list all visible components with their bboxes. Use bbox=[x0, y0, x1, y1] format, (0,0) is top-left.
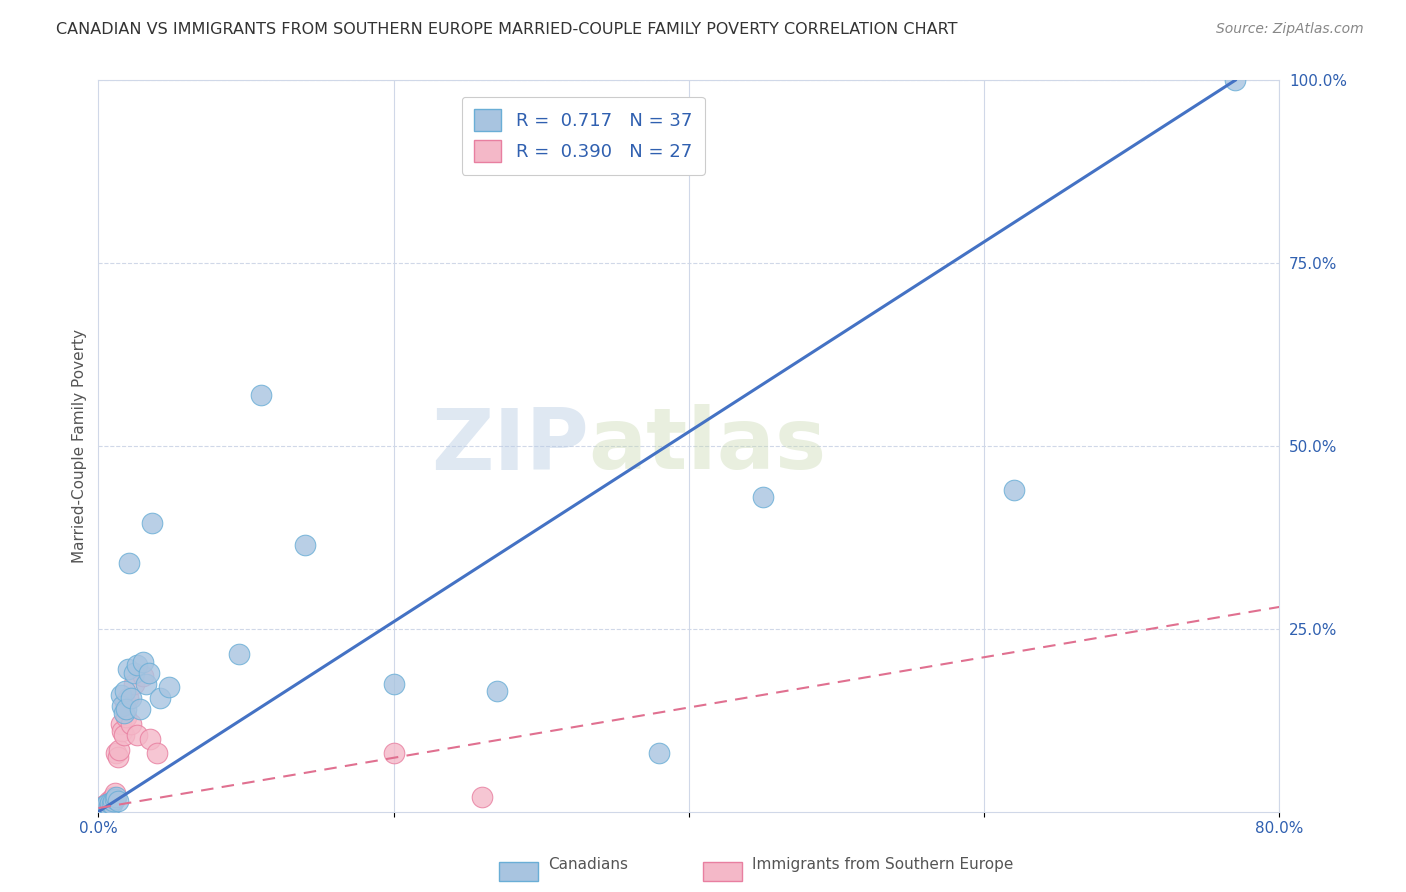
Point bbox=[105, 790, 128, 805]
Point bbox=[93, 800, 115, 814]
Point bbox=[100, 797, 122, 812]
Point bbox=[96, 798, 118, 813]
Legend: R =  0.717   N = 37, R =  0.390   N = 27: R = 0.717 N = 37, R = 0.390 N = 27 bbox=[461, 96, 704, 175]
Point bbox=[132, 669, 155, 683]
Point bbox=[382, 746, 405, 760]
Text: Source: ZipAtlas.com: Source: ZipAtlas.com bbox=[1216, 22, 1364, 37]
Point bbox=[486, 684, 509, 698]
Point bbox=[114, 684, 136, 698]
Text: ZIP: ZIP bbox=[430, 404, 589, 488]
Point bbox=[132, 655, 155, 669]
Point bbox=[112, 706, 135, 720]
Point bbox=[112, 728, 135, 742]
Point bbox=[111, 724, 134, 739]
Point bbox=[100, 791, 122, 805]
Point bbox=[103, 794, 125, 808]
Point bbox=[110, 688, 132, 702]
Point bbox=[149, 691, 172, 706]
Point bbox=[107, 749, 129, 764]
Point bbox=[250, 388, 273, 402]
Text: Canadians: Canadians bbox=[548, 857, 628, 872]
Point bbox=[138, 665, 160, 680]
Text: CANADIAN VS IMMIGRANTS FROM SOUTHERN EUROPE MARRIED-COUPLE FAMILY POVERTY CORREL: CANADIAN VS IMMIGRANTS FROM SOUTHERN EUR… bbox=[56, 22, 957, 37]
Point bbox=[104, 787, 127, 801]
Point bbox=[146, 746, 169, 760]
Point bbox=[94, 797, 117, 812]
Point bbox=[104, 791, 127, 805]
Point bbox=[382, 676, 405, 690]
Point bbox=[120, 691, 142, 706]
Point bbox=[128, 702, 150, 716]
Text: atlas: atlas bbox=[589, 404, 827, 488]
Point bbox=[91, 801, 114, 815]
Point bbox=[471, 790, 494, 805]
Y-axis label: Married-Couple Family Poverty: Married-Couple Family Poverty bbox=[72, 329, 87, 563]
Text: Immigrants from Southern Europe: Immigrants from Southern Europe bbox=[752, 857, 1014, 872]
Point bbox=[117, 662, 139, 676]
Point bbox=[103, 790, 125, 805]
Point bbox=[125, 728, 148, 742]
Point bbox=[97, 798, 120, 813]
Point bbox=[98, 796, 121, 810]
Point bbox=[1002, 483, 1025, 497]
Point bbox=[90, 801, 112, 815]
Point bbox=[94, 800, 117, 814]
Point bbox=[122, 665, 145, 680]
Point bbox=[141, 516, 163, 530]
Point bbox=[125, 658, 148, 673]
Point bbox=[751, 490, 773, 504]
Point bbox=[122, 676, 145, 690]
Point bbox=[117, 691, 139, 706]
Point bbox=[157, 681, 180, 695]
Point bbox=[120, 717, 142, 731]
Point bbox=[98, 796, 121, 810]
Point bbox=[110, 717, 132, 731]
Point bbox=[105, 746, 128, 760]
Point bbox=[115, 702, 138, 716]
Point bbox=[114, 695, 136, 709]
Point bbox=[118, 556, 141, 570]
Point bbox=[96, 797, 118, 812]
Point bbox=[108, 742, 131, 756]
Point bbox=[93, 798, 115, 813]
Point bbox=[91, 798, 114, 813]
Point bbox=[97, 794, 120, 808]
Point bbox=[115, 709, 138, 723]
Point bbox=[111, 698, 134, 713]
Point bbox=[135, 676, 157, 690]
Point bbox=[1223, 73, 1246, 87]
Point bbox=[107, 794, 129, 808]
Point bbox=[648, 746, 671, 760]
Point bbox=[228, 648, 250, 662]
Point bbox=[139, 731, 162, 746]
Point bbox=[294, 538, 316, 552]
